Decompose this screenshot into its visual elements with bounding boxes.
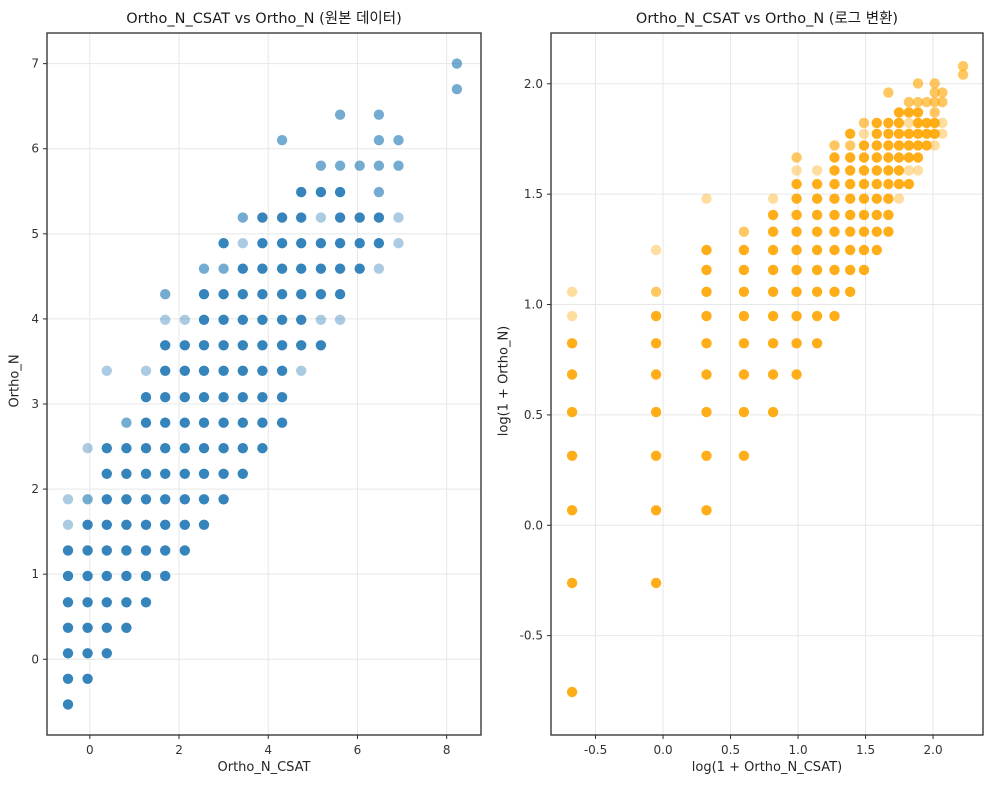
svg-text:4: 4 <box>264 743 272 757</box>
svg-text:7: 7 <box>31 57 39 71</box>
svg-text:-0.5: -0.5 <box>584 743 607 757</box>
svg-text:2.0: 2.0 <box>924 743 943 757</box>
svg-text:6: 6 <box>31 142 39 156</box>
svg-text:1.5: 1.5 <box>524 187 543 201</box>
svg-text:5: 5 <box>31 227 39 241</box>
right-y-axis-label: log(1 + Ortho_N) <box>496 325 512 437</box>
right-x-axis-label: log(1 + Ortho_N_CSAT) <box>691 760 843 775</box>
svg-text:2: 2 <box>175 743 183 757</box>
svg-text:3: 3 <box>31 397 39 411</box>
svg-text:0.0: 0.0 <box>524 518 543 532</box>
svg-text:0.0: 0.0 <box>654 743 673 757</box>
svg-text:6: 6 <box>354 743 362 757</box>
svg-text:2: 2 <box>31 482 39 496</box>
svg-text:0.5: 0.5 <box>524 408 543 422</box>
svg-text:0: 0 <box>86 743 94 757</box>
svg-text:1.0: 1.0 <box>789 743 808 757</box>
svg-text:1: 1 <box>31 567 39 581</box>
left-y-axis-label: Ortho_N <box>7 354 23 408</box>
svg-text:2.0: 2.0 <box>524 77 543 91</box>
left-chart-title: Ortho_N_CSAT vs Ortho_N (원본 데이터) <box>126 11 402 27</box>
right-chart-title: Ortho_N_CSAT vs Ortho_N (로그 변환) <box>635 11 899 27</box>
svg-text:1.5: 1.5 <box>856 743 875 757</box>
svg-text:0: 0 <box>31 652 39 666</box>
svg-text:0.5: 0.5 <box>721 743 740 757</box>
svg-text:8: 8 <box>443 743 451 757</box>
left-x-axis-label: Ortho_N_CSAT <box>217 760 311 775</box>
svg-text:1.0: 1.0 <box>524 298 543 312</box>
svg-text:-0.5: -0.5 <box>520 629 543 643</box>
svg-text:4: 4 <box>31 312 39 326</box>
